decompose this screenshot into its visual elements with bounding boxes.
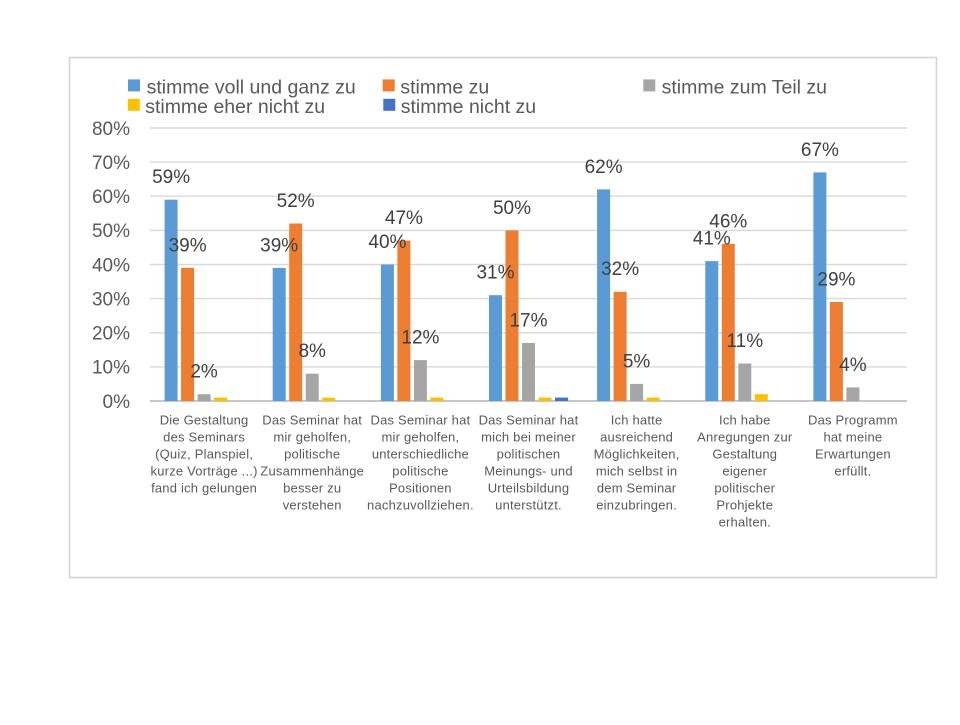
svg-text:stimme voll und ganz zu: stimme voll und ganz zu — [147, 76, 356, 98]
svg-text:32%: 32% — [601, 259, 639, 280]
svg-text:70%: 70% — [92, 153, 130, 174]
svg-text:39%: 39% — [260, 235, 298, 256]
svg-text:31%: 31% — [476, 263, 514, 284]
svg-text:5%: 5% — [623, 351, 651, 372]
svg-text:41%: 41% — [693, 229, 731, 250]
svg-text:stimme eher nicht zu: stimme eher nicht zu — [145, 96, 325, 118]
svg-text:17%: 17% — [509, 310, 547, 331]
svg-text:12%: 12% — [401, 327, 439, 348]
svg-text:60%: 60% — [92, 187, 130, 208]
svg-text:10%: 10% — [92, 358, 130, 379]
svg-text:11%: 11% — [726, 331, 763, 352]
svg-text:80%: 80% — [92, 119, 130, 140]
svg-text:50%: 50% — [92, 221, 130, 242]
svg-text:stimme zum Teil zu: stimme zum Teil zu — [662, 76, 827, 98]
svg-text:62%: 62% — [585, 157, 623, 178]
svg-text:40%: 40% — [92, 255, 130, 276]
svg-text:59%: 59% — [152, 167, 190, 188]
svg-text:8%: 8% — [298, 341, 326, 362]
svg-text:4%: 4% — [839, 355, 867, 376]
svg-text:30%: 30% — [92, 289, 130, 310]
svg-text:stimme nicht zu: stimme nicht zu — [401, 96, 536, 118]
svg-text:40%: 40% — [368, 232, 406, 253]
svg-text:50%: 50% — [493, 198, 531, 219]
svg-text:0%: 0% — [103, 392, 131, 413]
svg-text:20%: 20% — [92, 324, 130, 345]
svg-text:46%: 46% — [709, 211, 747, 232]
svg-text:47%: 47% — [385, 208, 423, 229]
svg-text:67%: 67% — [801, 140, 839, 161]
svg-text:2%: 2% — [190, 362, 218, 383]
svg-text:stimme zu: stimme zu — [400, 76, 489, 98]
svg-text:39%: 39% — [169, 235, 207, 256]
svg-text:52%: 52% — [277, 191, 315, 212]
svg-text:29%: 29% — [817, 269, 855, 290]
